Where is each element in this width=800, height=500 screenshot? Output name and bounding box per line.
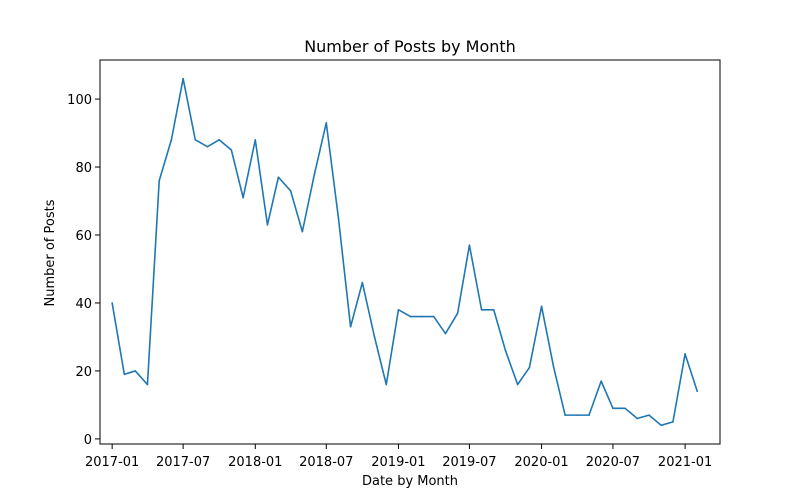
y-tick-label: 80 [75, 161, 92, 176]
y-axis-label: Number of Posts [43, 199, 58, 306]
data-point [696, 390, 699, 393]
y-tick-label: 100 [67, 93, 92, 108]
data-point [194, 139, 197, 141]
data-point [266, 224, 269, 226]
x-tick-label: 2018-01 [228, 455, 282, 470]
x-tick-label: 2020-01 [514, 455, 568, 470]
data-point [480, 308, 483, 311]
data-point [684, 353, 686, 355]
data-point [456, 312, 459, 314]
data-point [576, 414, 579, 416]
data-point [170, 139, 173, 141]
data-point [600, 380, 602, 382]
data-point [158, 179, 161, 182]
data-point [588, 414, 590, 416]
x-tick-label: 2018-07 [299, 455, 353, 470]
y-tick-label: 20 [75, 365, 92, 380]
data-point [182, 77, 184, 80]
data-point [242, 196, 244, 199]
data-point [552, 366, 555, 369]
data-point [325, 122, 328, 124]
data-point [206, 145, 209, 148]
data-point [504, 349, 507, 352]
data-point [516, 383, 519, 386]
data-point [313, 173, 316, 175]
x-tick-label: 2017-07 [156, 455, 210, 470]
data-point [349, 325, 352, 328]
axes-frame [99, 59, 721, 445]
data-point [361, 281, 364, 284]
data-point [672, 421, 674, 423]
data-point [289, 190, 292, 192]
data-point [373, 336, 376, 338]
data-point [432, 315, 435, 318]
y-axis: 0 20 40 60 80 100 [67, 93, 100, 448]
series-group [111, 77, 699, 427]
data-point [230, 149, 233, 151]
x-tick-label: 2017-01 [85, 455, 139, 470]
data-point [624, 407, 626, 410]
data-point [385, 383, 388, 386]
y-tick-label: 60 [75, 229, 92, 244]
data-point [397, 308, 400, 311]
x-axis: 2017-01 2017-07 2018-01 2018-07 2019-01 2019-… [85, 444, 712, 470]
data-point [123, 373, 126, 376]
data-point [612, 407, 614, 410]
data-point [337, 217, 340, 219]
data-point [492, 308, 495, 311]
x-tick-label: 2020-07 [586, 455, 640, 470]
data-point [254, 139, 257, 141]
y-tick-label: 40 [75, 297, 92, 312]
data-point [134, 370, 137, 372]
data-point [146, 383, 149, 386]
plot-area: 2017-01 2017-07 2018-01 2018-07 2019-01 2019-… [67, 59, 721, 470]
data-point [409, 315, 412, 318]
series-line [111, 77, 699, 427]
data-point [277, 176, 280, 179]
data-point [111, 302, 113, 304]
x-tick-label: 2019-01 [371, 455, 425, 470]
data-point [660, 424, 662, 427]
data-point [444, 332, 447, 335]
y-tick-label: 0 [84, 433, 92, 448]
data-point [468, 244, 471, 247]
chart-title: Number of Posts by Month [304, 37, 516, 56]
data-point [218, 139, 221, 141]
data-point [540, 305, 543, 308]
data-point [420, 315, 423, 318]
data-point [564, 414, 566, 416]
data-point [636, 417, 639, 420]
x-tick-label: 2021-01 [658, 455, 712, 470]
data-point [648, 414, 650, 416]
data-point [301, 230, 304, 233]
x-tick-label: 2019-07 [442, 455, 496, 470]
x-axis-label: Date by Month [362, 474, 458, 489]
data-point [528, 366, 531, 369]
